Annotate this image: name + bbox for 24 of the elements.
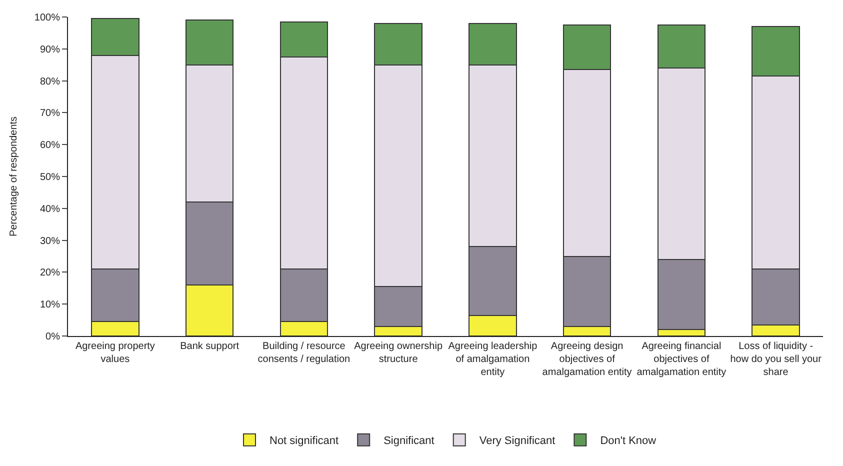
y-tick-label: 70%: [40, 108, 60, 120]
y-tick-label: 0%: [46, 332, 60, 342]
y-tick-label: 100%: [34, 12, 60, 24]
x-tick-label: Agreeing design objectives of amalgamation entity: [542, 341, 632, 378]
x-tick-label: Loss of liquidity - how do you sell your share: [730, 341, 822, 378]
x-tick-label: Agreeing ownership structure: [354, 341, 443, 365]
y-tick-label: 20%: [40, 268, 60, 279]
x-tick-label: Building / resource consents / regulation: [258, 341, 350, 365]
y-tick-label: 40%: [40, 204, 60, 215]
y-tick-label: 60%: [40, 140, 60, 152]
y-axis-title: Percentage of respondents: [8, 116, 20, 237]
legend-label: Very Significant: [479, 435, 556, 448]
legend-label: Don't Know: [600, 435, 656, 448]
y-tick-label: 80%: [40, 76, 60, 88]
y-tick-label: 50%: [40, 172, 60, 183]
legend-label: Not significant: [270, 435, 339, 448]
x-tick-label: Agreeing financial objectives of amalgamation entity: [636, 341, 726, 378]
x-tick-label: Agreeing leadership of amalgamation entity: [448, 341, 538, 378]
x-tick-label: Bank support: [180, 341, 240, 352]
legend-label: Significant: [384, 435, 434, 448]
y-tick-label: 10%: [40, 300, 60, 311]
y-tick-label: 90%: [40, 44, 60, 56]
y-tick-label: 30%: [40, 236, 60, 247]
x-tick-label: Agreeing property values: [75, 341, 155, 365]
